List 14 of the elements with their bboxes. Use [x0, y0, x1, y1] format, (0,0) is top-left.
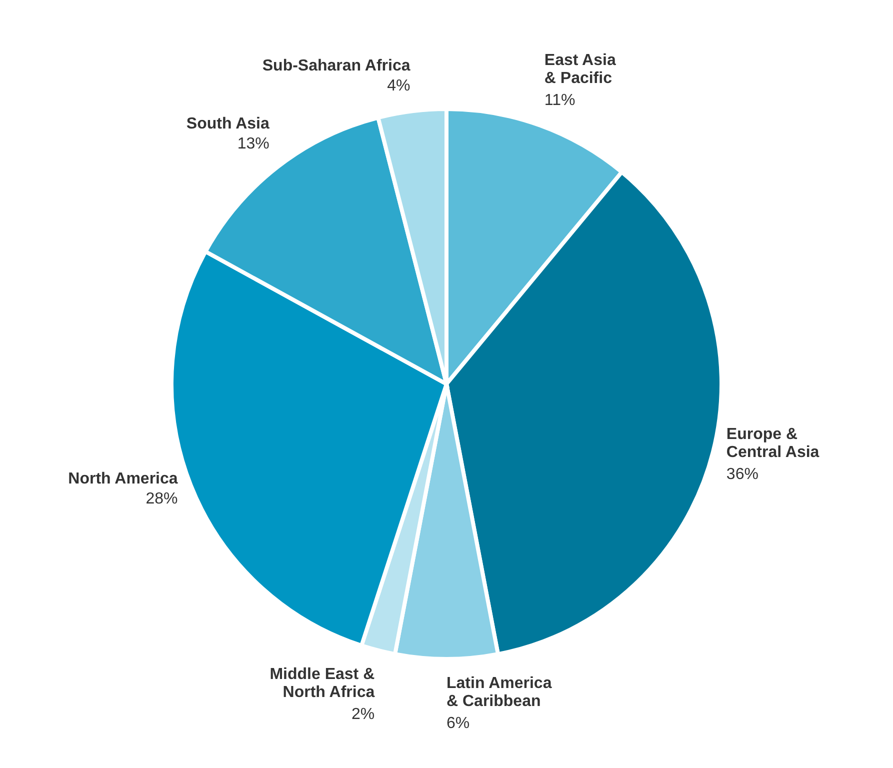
data-label: 6% — [446, 715, 470, 732]
slice-label: North America — [68, 470, 178, 488]
data-label: 28% — [146, 490, 178, 508]
data-label: 2% — [352, 706, 375, 723]
slice-label: Latin America & Caribbean — [446, 675, 552, 710]
data-label: 11% — [544, 92, 576, 110]
data-label: 4% — [387, 77, 410, 94]
slice-label: South Asia — [186, 116, 270, 133]
slice-label: Europe & Central Asia — [726, 426, 820, 461]
data-label: 13% — [237, 136, 270, 153]
slice-label: Sub-Saharan Africa — [262, 57, 410, 74]
slice-label: Middle East & North Africa — [270, 666, 376, 701]
data-label: 36% — [726, 466, 758, 483]
slice-label: East Asia & Pacific — [544, 52, 616, 88]
